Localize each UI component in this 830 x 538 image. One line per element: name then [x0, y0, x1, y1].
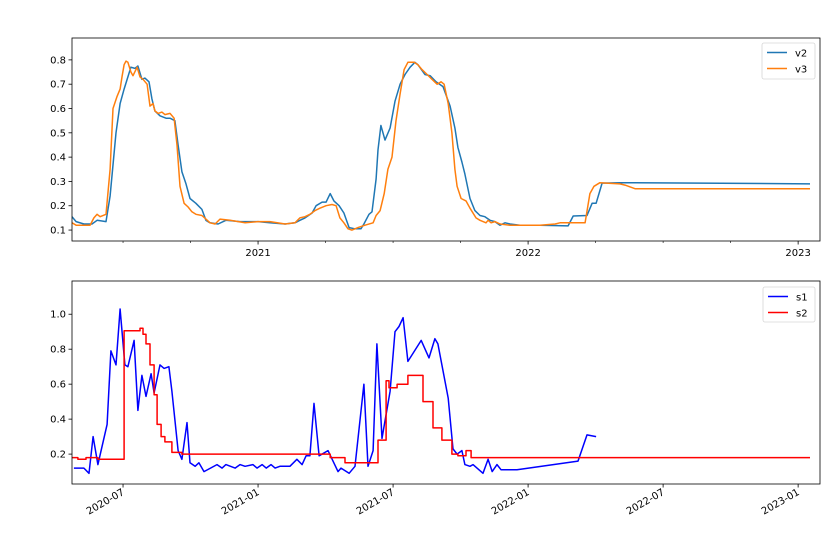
- x-tick-label: 2022: [515, 248, 540, 259]
- legend-label-v2: v2: [795, 49, 807, 60]
- y-tick-label: 0.8: [50, 345, 66, 356]
- series-line-s2: [72, 327, 810, 464]
- y-tick-label: 0.8: [50, 55, 66, 66]
- y-tick-label: 0.2: [50, 450, 66, 461]
- axes-frame: [71, 280, 821, 485]
- series-line-v2: [72, 61, 811, 230]
- y-tick-label: 1.0: [50, 310, 66, 321]
- axes-frame: [71, 37, 821, 242]
- y-tick-label: 0.2: [50, 201, 66, 212]
- series-line-v3: [72, 60, 810, 231]
- y-tick-label: 0.1: [50, 226, 66, 237]
- legend-label-s1: s1: [796, 293, 808, 304]
- x-tick-label: 2023: [785, 248, 810, 259]
- y-tick-label: 0.6: [50, 380, 66, 391]
- x-tick-label: 2021: [245, 248, 270, 259]
- y-tick-label: 0.7: [50, 80, 66, 91]
- y-tick-label: 0.5: [50, 128, 66, 139]
- legend-label-s2: s2: [796, 309, 808, 320]
- y-tick-label: 0.4: [50, 415, 66, 426]
- y-tick-label: 0.6: [50, 104, 66, 115]
- y-tick-label: 0.3: [50, 177, 66, 188]
- legend-label-v3: v3: [795, 65, 807, 76]
- y-tick-label: 0.4: [50, 153, 66, 164]
